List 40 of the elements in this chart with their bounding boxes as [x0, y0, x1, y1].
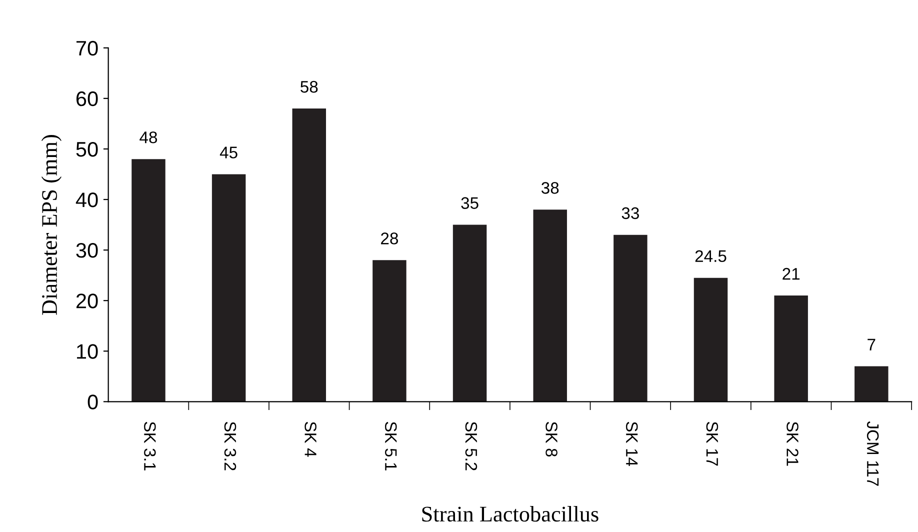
data-label: 33 — [622, 207, 639, 220]
data-label: 28 — [381, 232, 398, 244]
x-tick-label: SK 5.1 — [384, 422, 397, 470]
y-tick-label: 50 — [76, 142, 98, 157]
x-tick-label: JCM 117 — [866, 421, 879, 486]
x-tick-label: SK 4 — [304, 422, 316, 457]
bar — [372, 260, 406, 402]
y-tick-label: 30 — [76, 243, 98, 258]
bar — [694, 278, 728, 402]
bar — [452, 224, 487, 402]
data-label: 21 — [782, 268, 800, 280]
data-label: 24.5 — [695, 250, 726, 262]
y-tick-label: 40 — [76, 192, 98, 208]
data-label: 58 — [300, 80, 318, 93]
y-tick-label: 0 — [88, 394, 98, 410]
x-tick-label: SK 14 — [626, 422, 638, 466]
y-tick-label: 20 — [76, 294, 98, 308]
y-axis-title: Diameter EPS (mm) — [41, 135, 62, 315]
x-tick-label: SK 21 — [786, 422, 798, 466]
bar — [212, 174, 246, 402]
data-label: 7 — [868, 338, 876, 350]
bar — [132, 159, 166, 402]
data-label: 48 — [140, 131, 158, 144]
x-axis-title: Strain Lactobacillus — [422, 506, 598, 522]
data-label: 45 — [220, 146, 238, 158]
bar — [533, 210, 567, 402]
x-tick-label: SK 8 — [546, 422, 558, 457]
x-tick-label: SK 5.2 — [465, 422, 478, 470]
x-tick-label: SK 17 — [706, 422, 718, 466]
bar — [774, 296, 808, 402]
bar — [614, 234, 648, 402]
y-tick-label: 10 — [77, 344, 98, 359]
data-label: 38 — [541, 182, 559, 194]
bar — [292, 108, 326, 402]
bar — [854, 366, 888, 402]
x-tick-label: SK 3.1 — [144, 422, 156, 470]
data-label: 35 — [461, 197, 478, 209]
y-tick-label: 70 — [76, 40, 98, 56]
y-tick-label: 60 — [76, 91, 98, 106]
x-tick-label: SK 3.2 — [224, 422, 236, 470]
